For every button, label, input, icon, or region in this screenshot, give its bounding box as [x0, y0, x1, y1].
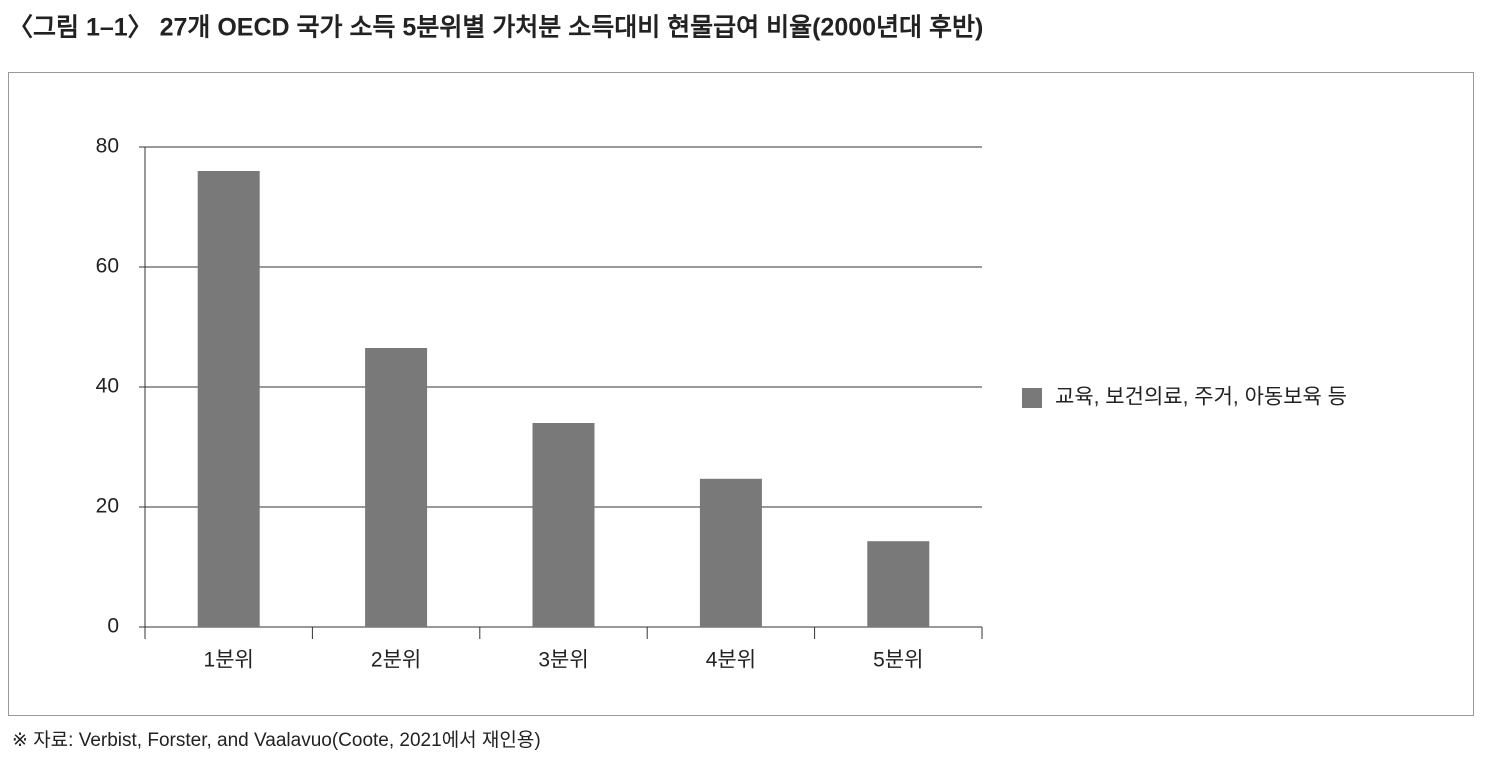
x-tick-label: 3분위	[538, 649, 588, 672]
y-tick-label: 80	[96, 135, 119, 158]
bar	[699, 478, 762, 627]
x-tick-label: 2분위	[371, 649, 421, 672]
x-tick-label: 4분위	[706, 649, 756, 672]
y-tick-label: 20	[96, 495, 119, 518]
x-tick-label: 5분위	[873, 649, 923, 672]
legend-swatch	[1022, 388, 1042, 408]
bar	[197, 171, 260, 627]
source-note: ※ 자료: Verbist, Forster, and Vaalavuo(Coo…	[12, 729, 541, 751]
bar	[365, 348, 428, 627]
chart-frame	[8, 72, 1474, 716]
y-tick-label: 60	[96, 255, 119, 278]
x-tick-label: 1분위	[204, 649, 254, 672]
bar	[532, 423, 595, 627]
y-tick-label: 40	[96, 375, 119, 398]
chart-title: 〈그림 1–1〉 27개 OECD 국가 소득 5분위별 가처분 소득대비 현물…	[8, 14, 983, 42]
legend-label: 교육, 보건의료, 주거, 아동보육 등	[1055, 386, 1347, 409]
y-tick-label: 0	[107, 615, 119, 638]
bar	[867, 541, 930, 627]
